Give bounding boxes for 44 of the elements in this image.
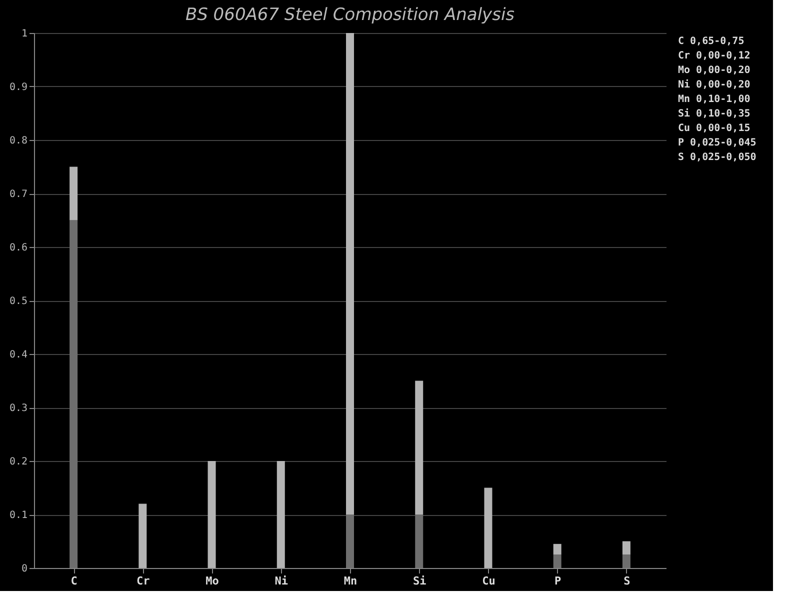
bar: [346, 33, 354, 514]
text: Mo 0,00-0,20: [678, 65, 750, 76]
y-tick-label: 0: [21, 564, 28, 574]
chart-title: BS 060A67 Steel Composition Analysis: [185, 5, 515, 25]
bar: [484, 488, 492, 568]
y-tick-label: 0.4: [9, 350, 28, 360]
bar: [415, 514, 424, 568]
y-tick-label: 0.5: [9, 296, 28, 307]
bar: [553, 544, 562, 555]
y-tick-label: 0.8: [9, 136, 28, 146]
bar: [622, 541, 630, 555]
x-tick-label: Mn: [344, 574, 358, 588]
bar: [70, 166, 78, 220]
text: Cu 0,00-0,15: [678, 123, 750, 134]
bar: [346, 514, 354, 568]
y-tick-label: 1: [21, 28, 28, 40]
x-tick-label: Si: [412, 574, 427, 588]
bar: [553, 554, 562, 568]
text: Cr 0,00-0,12: [678, 50, 750, 62]
x-tick-label: Cu: [482, 574, 496, 588]
x-tick-label: P: [554, 574, 562, 588]
x-tick-label: S: [624, 574, 630, 588]
text: Mn 0,10-1,00: [678, 94, 750, 105]
y-tick-label: 0.2: [9, 456, 28, 468]
text: Ni 0,00-0,20: [678, 78, 750, 90]
x-tick-label: C: [70, 574, 78, 588]
y-tick-label: 0.3: [9, 403, 28, 414]
y-tick-label: 0.6: [9, 242, 28, 254]
x-tick-label: Ni: [274, 574, 288, 588]
text: C 0,65-0,75: [678, 36, 744, 47]
text: P 0,025-0,045: [678, 138, 756, 148]
y-tick-label: 0.9: [9, 82, 28, 93]
x-tick-label: Mo: [206, 574, 220, 588]
y-tick-label: 0.1: [9, 510, 28, 521]
bar: [415, 380, 424, 514]
bar: [208, 461, 216, 568]
text: S 0,025-0,050: [678, 152, 756, 163]
bar: [276, 461, 285, 568]
y-tick-label: 0.7: [9, 189, 28, 200]
text: Si 0,10-0,35: [678, 108, 750, 120]
bar: [622, 554, 630, 568]
bar: [138, 504, 147, 568]
x-tick-label: Cr: [136, 574, 150, 588]
bar: [70, 220, 78, 568]
